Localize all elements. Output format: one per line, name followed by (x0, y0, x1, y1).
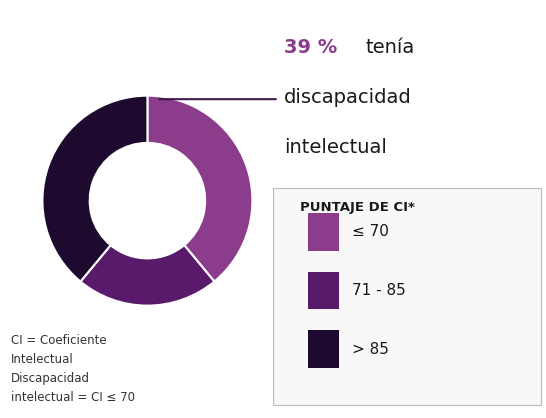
Text: CI = Coeficiente
Intelectual
Discapacidad
intelectual = CI ≤ 70: CI = Coeficiente Intelectual Discapacida… (11, 334, 135, 404)
Text: discapacidad: discapacidad (284, 88, 412, 107)
Text: tenía: tenía (366, 38, 415, 56)
Text: 71 - 85: 71 - 85 (352, 283, 406, 298)
Wedge shape (147, 96, 252, 282)
Text: > 85: > 85 (352, 342, 389, 357)
Wedge shape (80, 245, 215, 306)
Text: intelectual: intelectual (284, 138, 387, 157)
Wedge shape (43, 96, 147, 282)
Text: ≤ 70: ≤ 70 (352, 224, 389, 240)
Text: PUNTAJE DE CI*: PUNTAJE DE CI* (300, 201, 415, 214)
Text: 39 %: 39 % (284, 38, 337, 56)
